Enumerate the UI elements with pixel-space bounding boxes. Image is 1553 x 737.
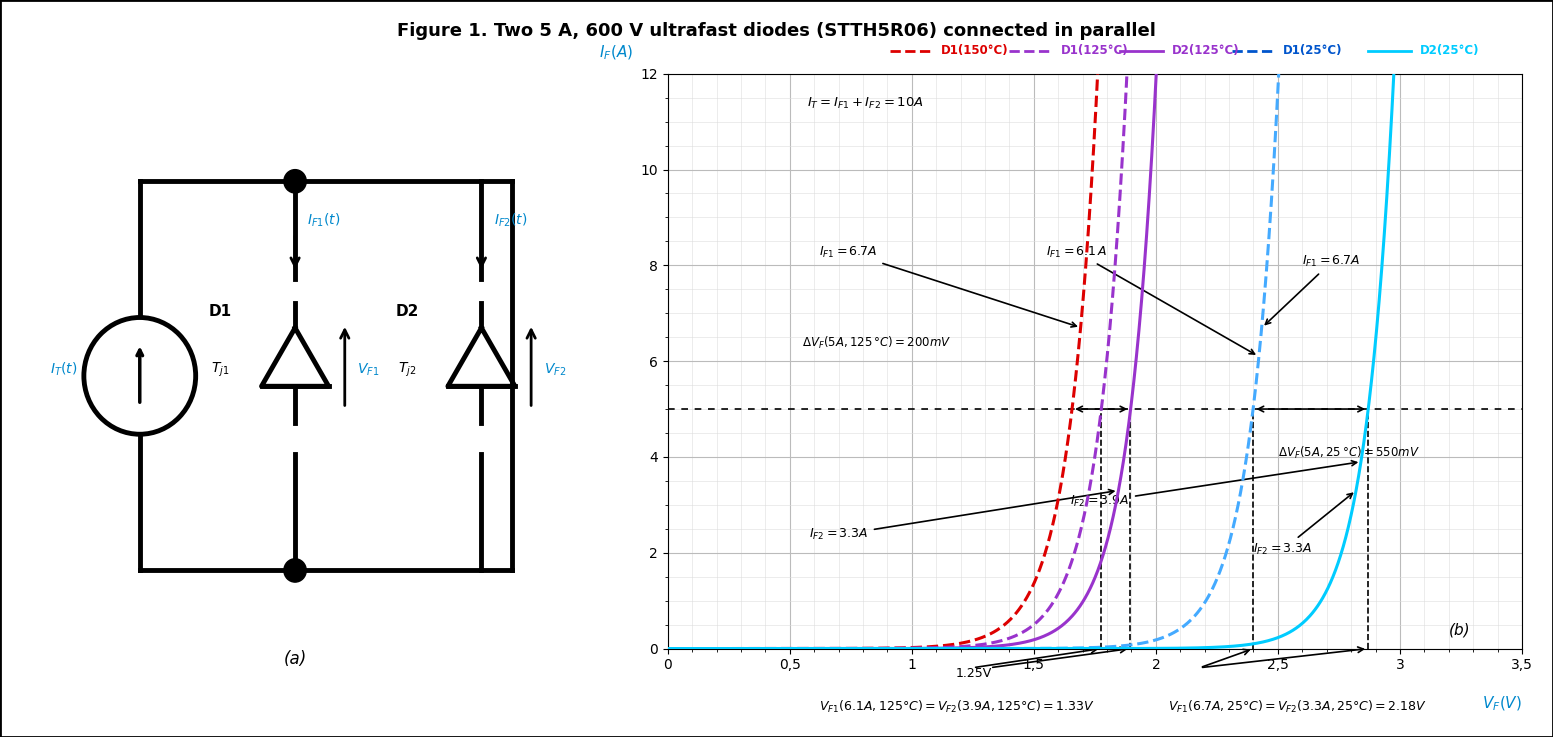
- Text: D1(25°C): D1(25°C): [1283, 44, 1342, 57]
- Text: D2(125°C): D2(125°C): [1171, 44, 1239, 57]
- Text: $I_T(t)$: $I_T(t)$: [50, 360, 78, 378]
- Circle shape: [284, 170, 306, 193]
- Text: $\Delta V_F(5A, 25\,°C)=550mV$: $\Delta V_F(5A, 25\,°C)=550mV$: [1278, 445, 1419, 461]
- Text: $I_{F2}=3.3A$: $I_{F2}=3.3A$: [809, 489, 1114, 542]
- Text: $T_{j1}$: $T_{j1}$: [211, 360, 230, 379]
- Text: D2(25°C): D2(25°C): [1419, 44, 1478, 57]
- Text: $I_{F2}=3.3A$: $I_{F2}=3.3A$: [1253, 493, 1353, 557]
- Text: $V_{F1}(6.7A,25°C) = V_{F2}(3.3A,25°C)=2.18V$: $V_{F1}(6.7A,25°C) = V_{F2}(3.3A,25°C)=2…: [1168, 699, 1427, 715]
- Text: $I_T = I_{F1} + I_{F2} = 10A$: $I_T = I_{F1} + I_{F2} = 10A$: [808, 97, 924, 111]
- Text: $I_{F1}(t)$: $I_{F1}(t)$: [307, 212, 340, 229]
- Circle shape: [84, 318, 196, 434]
- Polygon shape: [447, 328, 516, 386]
- Text: $V_{F1}$: $V_{F1}$: [357, 361, 379, 377]
- Text: $I_{F2}(t)$: $I_{F2}(t)$: [494, 212, 526, 229]
- Text: $V_F(V)$: $V_F(V)$: [1482, 694, 1522, 713]
- Circle shape: [284, 559, 306, 582]
- Text: D2: D2: [394, 304, 419, 318]
- Text: $I_{F1}=6.7A$: $I_{F1}=6.7A$: [1266, 254, 1360, 324]
- Text: D1: D1: [210, 304, 231, 318]
- Text: Figure 1. Two 5 A, 600 V ultrafast diodes (STTH5R06) connected in parallel: Figure 1. Two 5 A, 600 V ultrafast diode…: [398, 22, 1155, 40]
- Text: (a): (a): [284, 650, 306, 668]
- Text: $\Delta V_F(5A, 125\,°C)=200mV$: $\Delta V_F(5A, 125\,°C)=200mV$: [801, 335, 952, 351]
- Text: $I_{F2}=3.9A$: $I_{F2}=3.9A$: [1070, 461, 1357, 509]
- Text: $I_{F1}=6.1\,A$: $I_{F1}=6.1\,A$: [1047, 245, 1255, 354]
- Text: D1(150°C): D1(150°C): [941, 44, 1009, 57]
- Text: $T_{j2}$: $T_{j2}$: [398, 360, 416, 379]
- Text: D1(125°C): D1(125°C): [1061, 44, 1129, 57]
- Text: 1.25V: 1.25V: [955, 667, 992, 680]
- Text: $I_F(A)$: $I_F(A)$: [599, 43, 634, 62]
- Text: $V_{F2}$: $V_{F2}$: [544, 361, 565, 377]
- Text: $V_{F1}(6.1A,125°C) = V_{F2}(3.9A,125°C)=1.33V$: $V_{F1}(6.1A,125°C) = V_{F2}(3.9A,125°C)…: [818, 699, 1095, 715]
- Text: $I_{F1}=6.7A$: $I_{F1}=6.7A$: [818, 245, 1076, 327]
- Polygon shape: [261, 328, 329, 386]
- Text: (b): (b): [1449, 622, 1471, 638]
